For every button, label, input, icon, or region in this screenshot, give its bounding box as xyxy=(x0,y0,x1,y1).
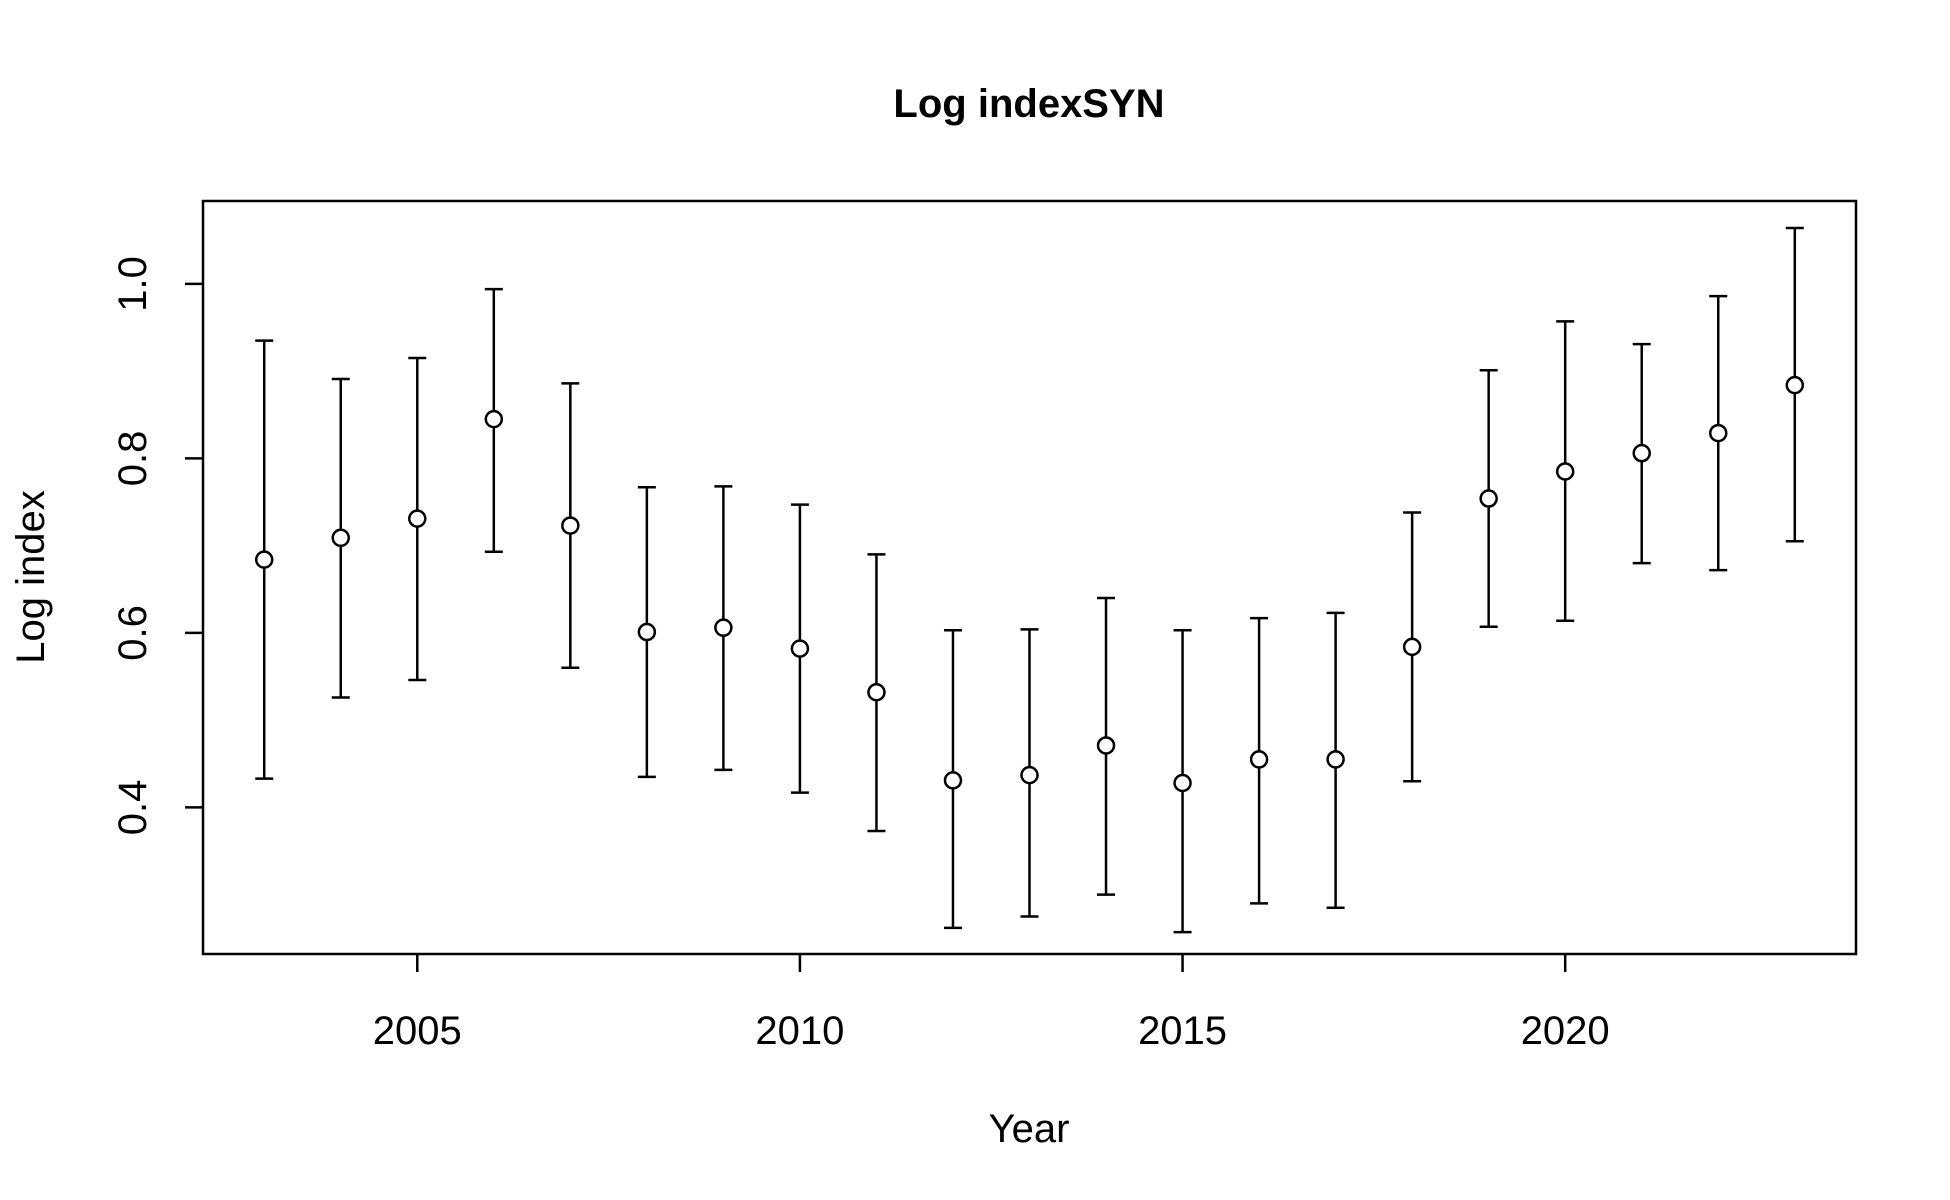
chart-title: Log indexSYN xyxy=(893,82,1164,126)
data-marks xyxy=(254,226,1805,934)
error-bar-group xyxy=(1402,511,1422,783)
y-tick-label: 0.8 xyxy=(111,431,155,487)
plot-frame xyxy=(201,199,1858,956)
error-bar-group xyxy=(943,629,963,930)
data-point xyxy=(1020,765,1039,785)
data-point xyxy=(1479,489,1498,508)
data-point xyxy=(484,409,504,429)
error-bar-group xyxy=(1785,226,1805,543)
data-point xyxy=(1173,773,1192,793)
y-tick-label: 0.6 xyxy=(111,605,155,661)
error-bar-group xyxy=(1096,596,1116,896)
x-tick-label: 2020 xyxy=(1521,1009,1610,1053)
data-point xyxy=(1402,637,1422,657)
data-point xyxy=(1326,750,1345,769)
error-bar-group xyxy=(1326,611,1345,910)
data-point xyxy=(790,639,810,658)
x-tick-label: 2015 xyxy=(1138,1009,1227,1053)
x-axis: 2005 2010 2015 2020 xyxy=(373,954,1610,1053)
data-point xyxy=(867,682,886,702)
data-point xyxy=(943,771,963,790)
error-bar-group xyxy=(408,356,427,682)
error-bar-group xyxy=(1173,629,1192,934)
data-point xyxy=(1785,375,1805,395)
data-point xyxy=(254,550,274,569)
error-bar-group xyxy=(637,485,657,779)
error-bar-group xyxy=(1020,628,1039,918)
data-point xyxy=(637,622,657,642)
x-tick-label: 2010 xyxy=(755,1009,844,1053)
data-point xyxy=(408,509,427,528)
data-point xyxy=(1096,736,1116,755)
error-bar-group xyxy=(714,485,733,772)
error-bar-group xyxy=(790,503,810,794)
data-point xyxy=(1709,423,1728,443)
y-tick-label: 0.4 xyxy=(111,780,155,836)
y-axis-label: Log index xyxy=(9,490,53,663)
x-tick-label: 2005 xyxy=(373,1009,462,1053)
data-point xyxy=(331,528,350,548)
error-bar-group xyxy=(867,553,886,833)
error-bar-group xyxy=(484,287,504,554)
error-bar-group xyxy=(1632,342,1651,565)
error-bar-group xyxy=(1709,294,1728,572)
error-bar-group xyxy=(1249,616,1269,905)
error-bar-group xyxy=(1555,320,1575,622)
error-bar-group xyxy=(1479,369,1498,629)
error-bar-group xyxy=(254,339,274,780)
data-point xyxy=(1555,462,1575,481)
data-point xyxy=(561,516,580,535)
data-point xyxy=(1632,443,1651,463)
x-axis-label: Year xyxy=(989,1107,1070,1151)
error-bar-group xyxy=(331,377,350,699)
y-tick-label: 1.0 xyxy=(111,256,155,312)
data-point xyxy=(1249,750,1269,769)
y-axis: 0.4 0.6 0.8 1.0 xyxy=(111,256,203,835)
data-point xyxy=(714,618,733,637)
error-bar-group xyxy=(561,382,580,670)
